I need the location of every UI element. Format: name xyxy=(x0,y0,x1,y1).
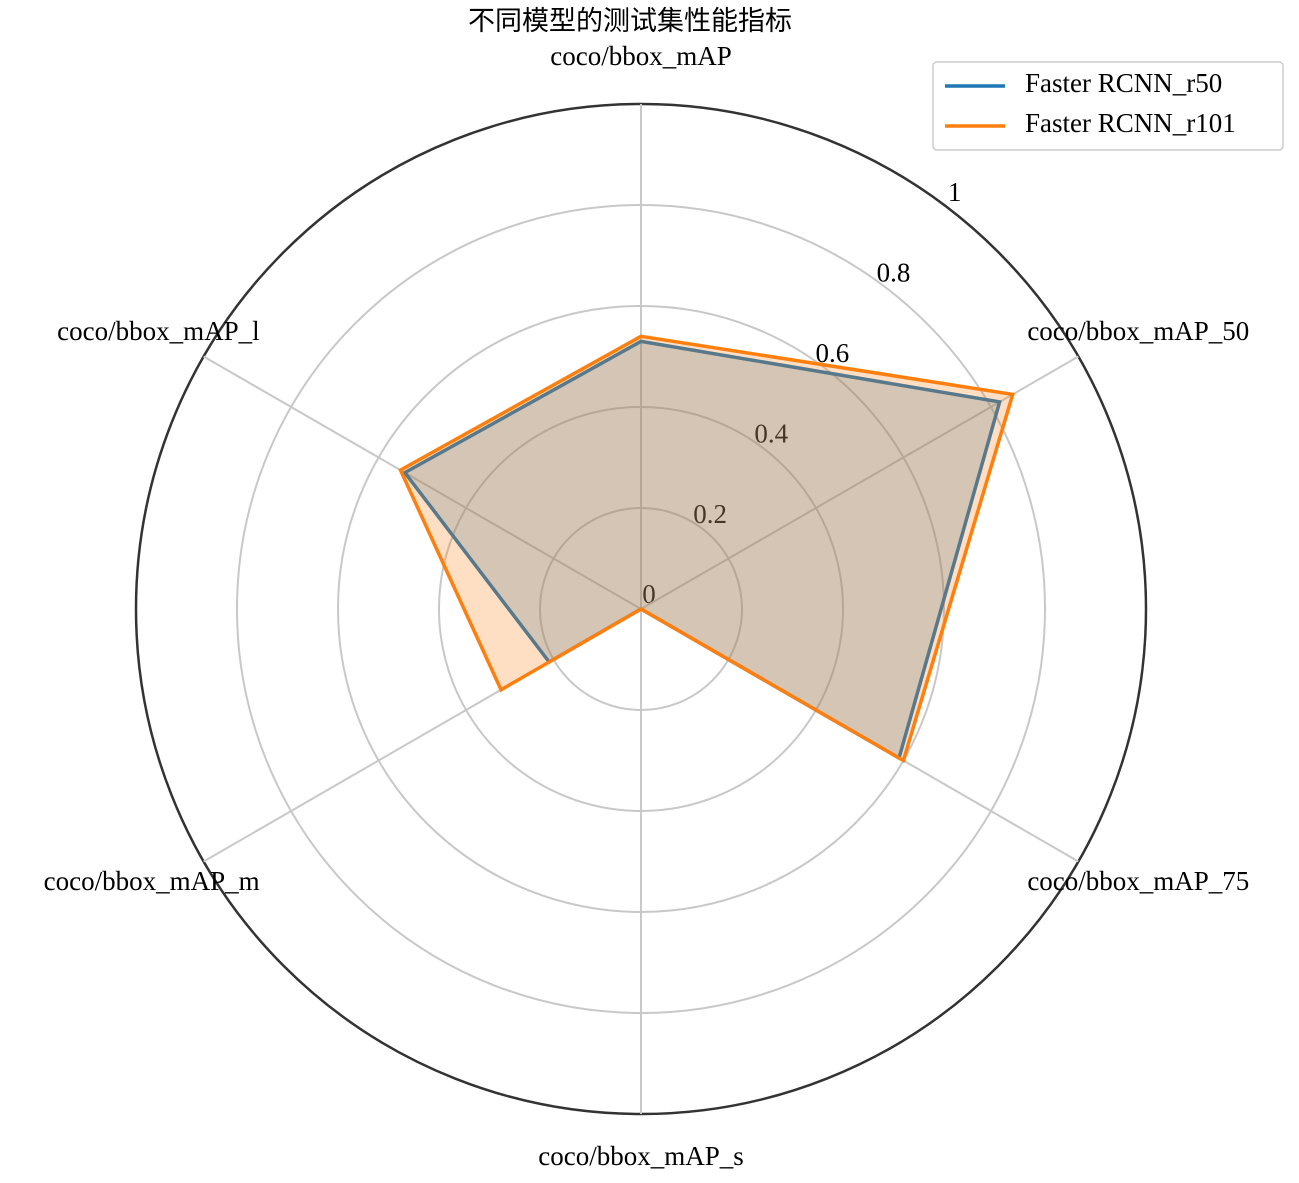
category-label: coco/bbox_mAP_m xyxy=(44,866,260,896)
category-label: coco/bbox_mAP xyxy=(550,41,732,71)
category-label: coco/bbox_mAP_75 xyxy=(1027,866,1249,896)
legend-label: Faster RCNN_r50 xyxy=(1025,68,1222,98)
r-tick-label: 0.8 xyxy=(877,258,911,288)
legend-label: Faster RCNN_r101 xyxy=(1025,108,1236,138)
legend-box xyxy=(932,61,1284,151)
r-tick-label: 1 xyxy=(948,177,962,207)
r-tick-label: 0.4 xyxy=(754,418,788,448)
category-label: coco/bbox_mAP_l xyxy=(57,316,260,346)
chart-title: 不同模型的测试集性能指标 xyxy=(468,6,792,36)
spoke xyxy=(203,355,642,610)
r-tick-label: 0.2 xyxy=(693,499,727,529)
category-label: coco/bbox_mAP_s xyxy=(538,1141,744,1171)
series-area xyxy=(398,334,1015,764)
spoke xyxy=(640,355,1079,610)
category-label: coco/bbox_mAP_50 xyxy=(1027,316,1249,346)
